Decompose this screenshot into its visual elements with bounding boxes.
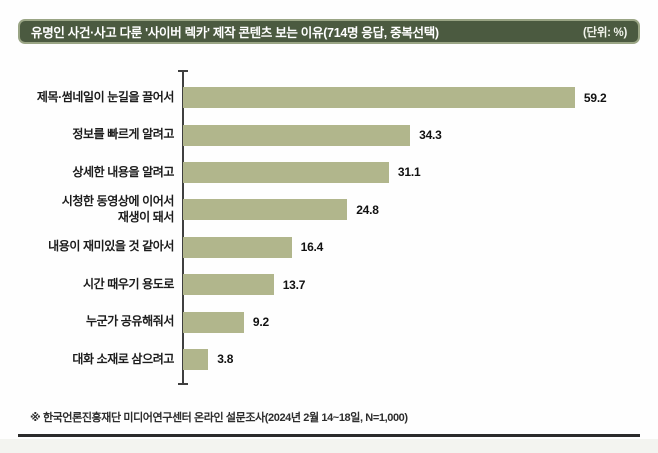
bar xyxy=(183,311,244,333)
bar xyxy=(183,274,274,296)
bottom-divider xyxy=(18,434,640,437)
bar-row: 시청한 동영상에 이어서 재생이 돼서 24.8 xyxy=(0,191,658,228)
category-label: 누군가 공유해줘서 xyxy=(85,314,174,329)
value-label: 9.2 xyxy=(252,315,269,330)
bar-row: 제목·썸네일이 눈길을 끌어서 59.2 xyxy=(0,79,658,116)
bar-row: 정보를 빠르게 알려고 34.3 xyxy=(0,116,658,153)
category-label: 대화 소재로 삼으려고 xyxy=(72,351,174,366)
value-label: 16.4 xyxy=(300,240,324,255)
value-label: 3.8 xyxy=(217,352,234,367)
axis-top-tick xyxy=(178,70,188,72)
bar-chart: 제목·썸네일이 눈길을 끌어서 59.2 정보를 빠르게 알려고 34.3 상세… xyxy=(0,70,658,385)
bar xyxy=(183,124,411,146)
value-label: 13.7 xyxy=(282,277,306,292)
source-footnote: ※ 한국언론진흥재단 미디어연구센터 온라인 설문조사(2024년 2월 14~… xyxy=(30,412,408,424)
bar xyxy=(183,161,389,183)
category-label: 시청한 동영상에 이어서 재생이 돼서 xyxy=(61,194,175,224)
category-label: 정보를 빠르게 알려고 xyxy=(72,127,174,142)
value-label: 31.1 xyxy=(397,165,421,180)
bar xyxy=(183,199,348,221)
bottom-margin xyxy=(0,439,658,453)
category-label: 상세한 내용을 알려고 xyxy=(72,164,174,179)
bar xyxy=(183,236,292,258)
chart-title: 유명인 사건·사고 다룬 '사이버 렉카' 제작 콘텐츠 보는 이유(714명 … xyxy=(31,26,439,40)
category-label: 시간 때우기 용도로 xyxy=(83,276,174,291)
bar-row: 내용이 재미있을 것 같아서 16.4 xyxy=(0,229,658,266)
axis-bottom-tick xyxy=(178,383,188,385)
y-axis-line xyxy=(182,71,184,384)
bar-row: 대화 소재로 삼으려고 3.8 xyxy=(0,341,658,378)
unit-label: (단위: %) xyxy=(583,26,627,39)
bar-row: 상세한 내용을 알려고 31.1 xyxy=(0,154,658,191)
bar-row: 시간 때우기 용도로 13.7 xyxy=(0,266,658,303)
bar-row: 누군가 공유해줘서 9.2 xyxy=(0,303,658,340)
category-label: 제목·썸네일이 눈길을 끌어서 xyxy=(36,89,175,104)
category-label: 내용이 재미있을 것 같아서 xyxy=(48,239,174,254)
value-label: 24.8 xyxy=(356,202,379,217)
bar xyxy=(183,87,575,109)
bar xyxy=(183,348,209,370)
bar-rows: 제목·썸네일이 눈길을 끌어서 59.2 정보를 빠르게 알려고 34.3 상세… xyxy=(0,79,658,378)
value-label: 34.3 xyxy=(419,128,442,143)
chart-title-bar: 유명인 사건·사고 다룬 '사이버 렉카' 제작 콘텐츠 보는 이유(714명 … xyxy=(18,19,640,44)
value-label: 59.2 xyxy=(583,90,607,105)
